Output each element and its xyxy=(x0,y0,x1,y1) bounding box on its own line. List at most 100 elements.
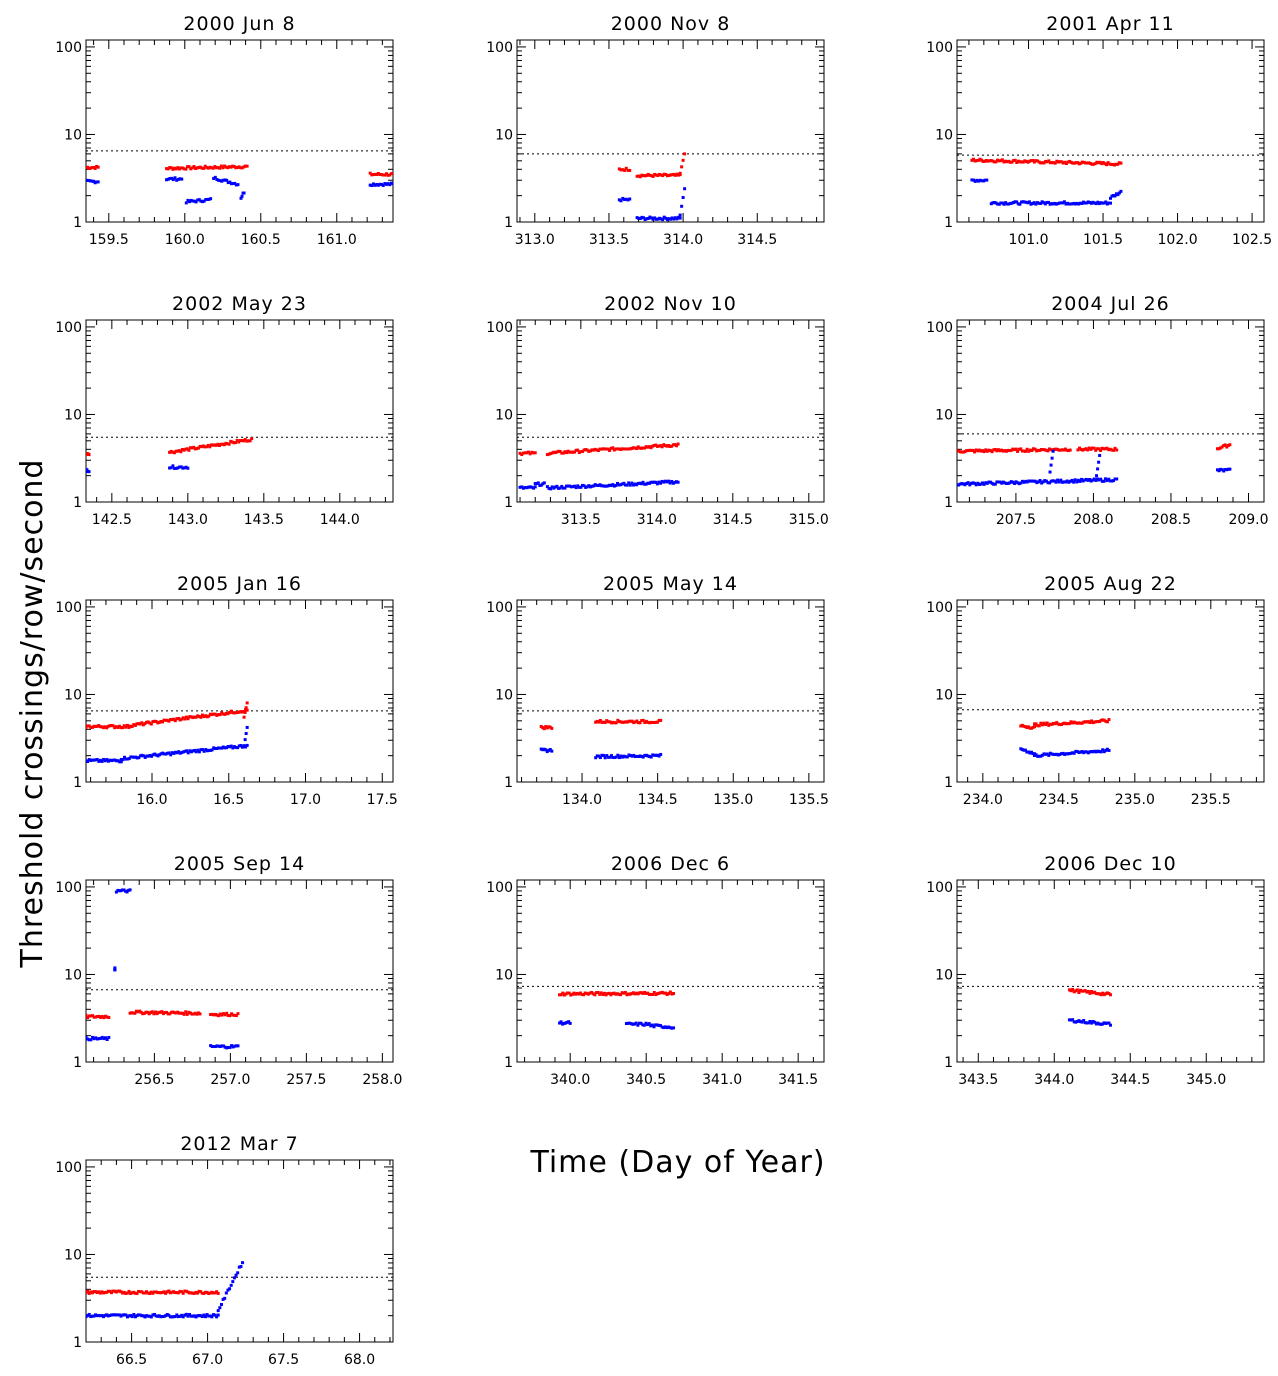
red-data-point xyxy=(1095,447,1099,451)
blue-data-point xyxy=(576,484,580,488)
blue-data-point xyxy=(1099,201,1103,205)
blue-data-point xyxy=(968,483,972,487)
red-data-point xyxy=(93,167,97,171)
blue-data-point xyxy=(1051,449,1055,453)
blue-data-point xyxy=(1048,751,1052,755)
red-data-point xyxy=(229,709,233,713)
blue-data-point xyxy=(1039,201,1043,205)
red-data-point xyxy=(1086,989,1090,993)
blue-data-point xyxy=(1059,478,1063,482)
blue-data-point xyxy=(625,755,629,759)
blue-data-point xyxy=(539,747,543,751)
red-data-point xyxy=(234,711,238,715)
red-data-point xyxy=(103,1290,107,1294)
blue-data-point xyxy=(663,1025,667,1029)
red-data-point xyxy=(552,450,556,454)
blue-data-point xyxy=(1014,480,1018,484)
y-tick-label: 1 xyxy=(73,775,82,791)
red-data-point xyxy=(1223,443,1227,447)
blue-data-point xyxy=(99,1036,103,1040)
blue-data-point xyxy=(1086,751,1090,755)
red-data-point xyxy=(210,166,214,170)
blue-data-point xyxy=(659,1024,663,1028)
x-tick-label: 235.5 xyxy=(1191,792,1231,808)
red-data-point xyxy=(186,717,190,721)
red-data-point xyxy=(133,1291,137,1295)
blue-data-point xyxy=(533,482,537,486)
red-data-point xyxy=(654,720,658,724)
red-data-point xyxy=(1012,159,1016,163)
red-data-point xyxy=(1071,987,1075,991)
blue-data-point xyxy=(1215,468,1219,472)
blue-data-point xyxy=(173,176,177,180)
blue-data-point xyxy=(168,1315,172,1319)
x-tick-label: 343.5 xyxy=(958,1072,998,1088)
blue-data-point xyxy=(1047,753,1051,757)
blue-data-point xyxy=(86,468,89,472)
blue-data-point xyxy=(642,216,646,220)
red-data-point xyxy=(1101,161,1105,165)
red-data-point xyxy=(1090,989,1094,993)
blue-data-point xyxy=(89,758,93,762)
red-data-point xyxy=(971,448,975,452)
x-tick-label: 102.0 xyxy=(1158,232,1198,248)
blue-data-point xyxy=(95,180,99,184)
red-data-point xyxy=(132,723,136,727)
red-data-point xyxy=(245,439,249,443)
red-data-point xyxy=(188,1291,192,1295)
blue-data-point xyxy=(1035,481,1039,485)
red-data-point xyxy=(236,711,240,715)
blue-data-point xyxy=(1078,750,1082,754)
red-data-point xyxy=(1108,162,1112,166)
blue-data-point xyxy=(140,753,144,757)
y-tick-label: 10 xyxy=(64,407,82,423)
red-data-point xyxy=(94,1015,98,1019)
blue-data-point xyxy=(86,760,90,764)
red-data-point xyxy=(1015,160,1019,164)
blue-data-point xyxy=(636,1023,640,1027)
blue-data-point xyxy=(87,1038,91,1042)
data-points xyxy=(970,157,1123,206)
blue-data-point xyxy=(1098,453,1102,457)
blue-data-point xyxy=(1096,1021,1100,1025)
blue-data-point xyxy=(89,179,93,183)
blue-data-point xyxy=(221,745,225,749)
blue-data-point xyxy=(153,752,157,756)
blue-data-point xyxy=(1023,748,1027,752)
blue-data-point xyxy=(1054,202,1058,206)
blue-data-point xyxy=(151,753,155,757)
red-data-point xyxy=(1039,161,1043,165)
red-data-point xyxy=(645,173,649,177)
blue-data-point xyxy=(191,199,195,203)
red-data-point xyxy=(205,715,209,719)
red-data-point xyxy=(1047,447,1051,451)
red-data-point xyxy=(170,718,174,722)
red-data-point xyxy=(1047,159,1051,163)
panel-title: 2002 May 23 xyxy=(172,293,307,315)
red-data-point xyxy=(87,1014,91,1018)
blue-data-point xyxy=(117,1313,121,1317)
red-data-point xyxy=(104,1014,108,1018)
blue-data-point xyxy=(654,480,658,484)
blue-data-point xyxy=(640,754,644,758)
red-data-point xyxy=(97,724,101,728)
blue-data-point xyxy=(1088,478,1092,482)
red-data-point xyxy=(1076,448,1080,452)
red-data-point xyxy=(1009,448,1013,452)
x-tick-label: 258.0 xyxy=(362,1072,402,1088)
red-data-point xyxy=(216,713,220,717)
x-tick-label: 314.5 xyxy=(713,512,753,528)
blue-data-point xyxy=(654,753,658,757)
red-data-point xyxy=(640,173,644,177)
blue-data-point xyxy=(1083,750,1087,754)
red-data-point xyxy=(609,993,613,997)
blue-data-point xyxy=(108,1313,112,1317)
blue-data-point xyxy=(662,1026,666,1030)
blue-data-point xyxy=(102,1037,106,1041)
red-data-point xyxy=(1105,991,1109,995)
red-data-point xyxy=(1108,447,1112,451)
red-data-point xyxy=(590,448,594,452)
blue-data-point xyxy=(221,1297,225,1301)
red-data-point xyxy=(566,449,570,453)
